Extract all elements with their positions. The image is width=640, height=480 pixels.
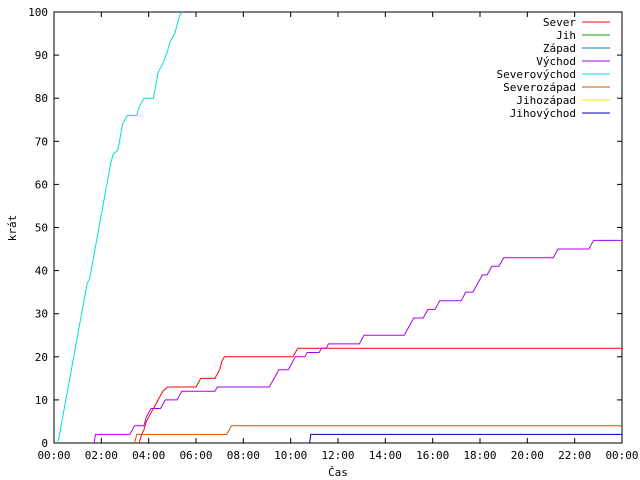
legend-label: Jih bbox=[556, 29, 576, 42]
legend: SeverJihZápadVýchodSeverovýchodSeverozáp… bbox=[497, 16, 610, 120]
y-tick-label: 40 bbox=[35, 265, 48, 278]
x-tick-label: 14:00 bbox=[369, 449, 402, 462]
y-tick-label: 50 bbox=[35, 222, 48, 235]
x-axis-ticks: 00:00 02:00 04:00 06:00 08:00 10:00 12:00 14:00… bbox=[37, 12, 639, 462]
x-tick-label: 12:00 bbox=[321, 449, 354, 462]
x-tick-label: 22:00 bbox=[558, 449, 591, 462]
x-tick-label: 06:00 bbox=[179, 449, 212, 462]
y-tick-label: 60 bbox=[35, 178, 48, 191]
y-tick-label: 90 bbox=[35, 49, 48, 62]
y-tick-label: 20 bbox=[35, 351, 48, 364]
series-line-5 bbox=[134, 425, 622, 444]
legend-label: Západ bbox=[543, 42, 576, 55]
x-tick-label: 18:00 bbox=[463, 449, 496, 462]
legend-label: Jihozápad bbox=[516, 94, 576, 107]
x-tick-label: 10:00 bbox=[274, 449, 307, 462]
legend-label: Sever bbox=[543, 16, 576, 29]
series-line-0 bbox=[138, 347, 622, 444]
y-axis-ticks: 0 10 20 30 40 50 60 70 80 90 100 bbox=[28, 6, 622, 450]
series-line-3 bbox=[93, 239, 622, 444]
legend-label: Severovýchod bbox=[497, 68, 576, 81]
series-line-7 bbox=[309, 433, 622, 444]
x-tick-label: 16:00 bbox=[416, 449, 449, 462]
y-tick-label: 70 bbox=[35, 135, 48, 148]
y-tick-label: 80 bbox=[35, 92, 48, 105]
legend-label: Jihovýchod bbox=[510, 107, 576, 120]
legend-label: Severozápad bbox=[503, 81, 576, 94]
y-tick-label: 0 bbox=[41, 437, 48, 450]
y-tick-label: 100 bbox=[28, 6, 48, 19]
y-tick-label: 10 bbox=[35, 394, 48, 407]
y-tick-label: 30 bbox=[35, 308, 48, 321]
x-tick-label: 20:00 bbox=[511, 449, 544, 462]
x-tick-label: 00:00 bbox=[605, 449, 638, 462]
series-lines bbox=[57, 11, 622, 444]
x-tick-label: 08:00 bbox=[227, 449, 260, 462]
x-axis-label: Čas bbox=[328, 466, 348, 479]
y-axis-label: krát bbox=[6, 215, 19, 242]
series-line-4 bbox=[57, 11, 183, 444]
x-tick-label: 02:00 bbox=[85, 449, 118, 462]
x-tick-label: 04:00 bbox=[132, 449, 165, 462]
x-tick-label: 00:00 bbox=[37, 449, 70, 462]
legend-label: Východ bbox=[536, 55, 576, 68]
